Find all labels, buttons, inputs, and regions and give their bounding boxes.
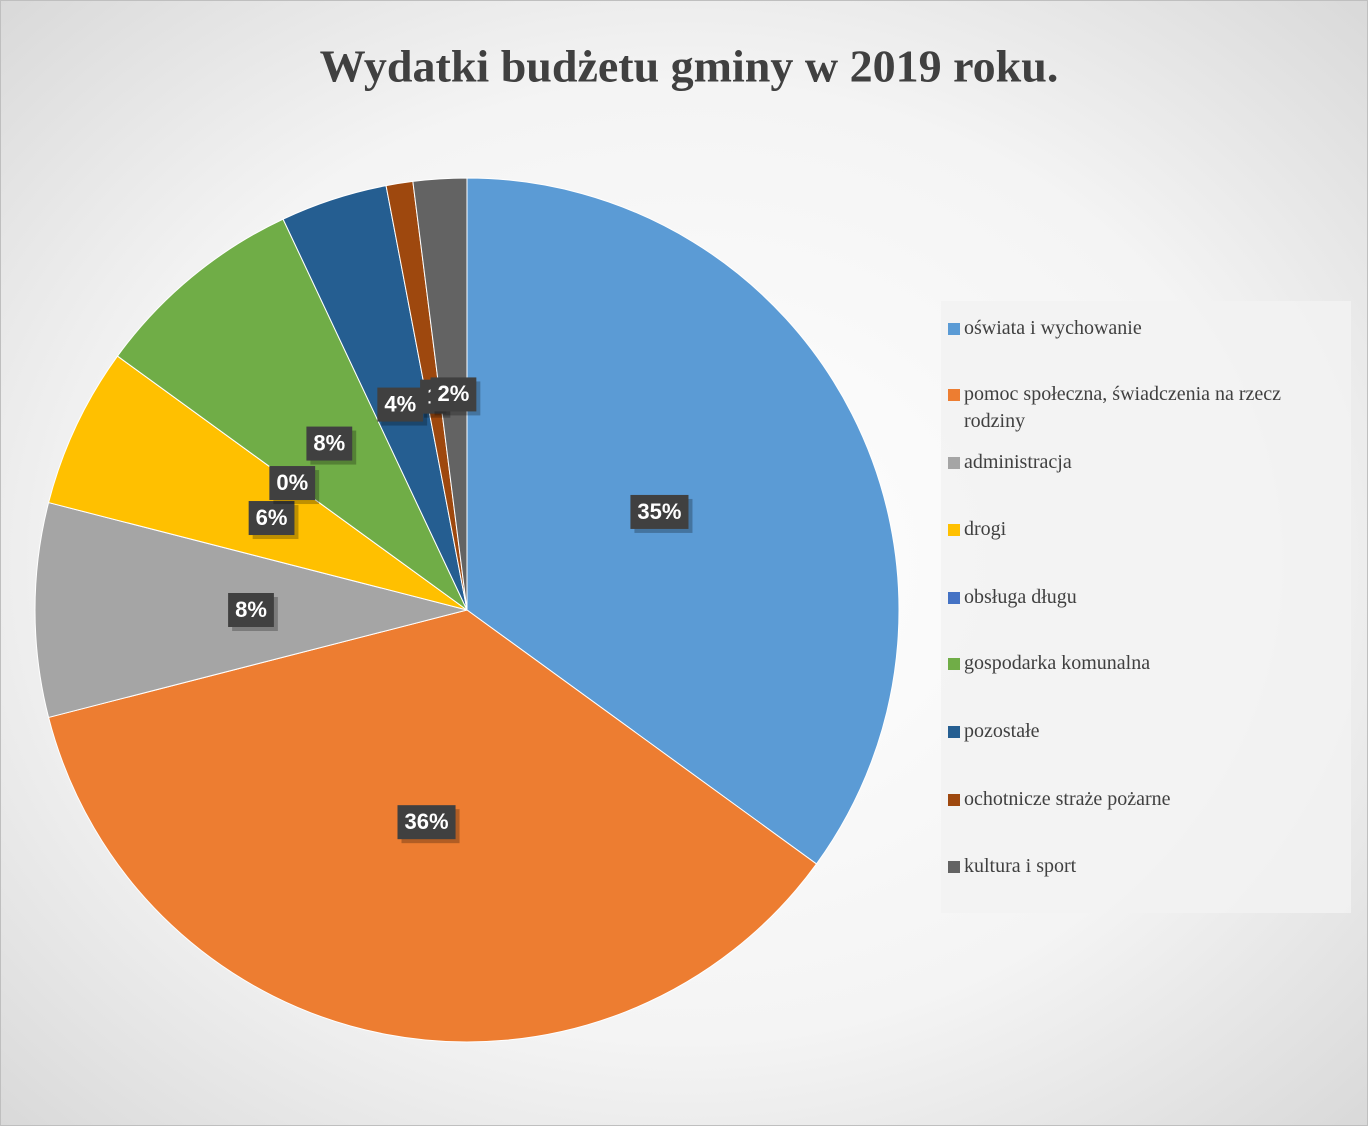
legend-item: administracja [948, 449, 1343, 476]
data-label-text: 4% [384, 391, 416, 416]
data-label-box [377, 387, 424, 422]
data-label-text: 36% [405, 809, 449, 834]
legend-swatch [948, 726, 960, 738]
legend-label: oświata i wychowanie [964, 317, 1142, 339]
legend-item: ochotnicze straże pożarne [948, 786, 1343, 813]
legend-swatch [948, 524, 960, 536]
legend-swatch [948, 861, 960, 873]
legend-swatch [948, 323, 960, 335]
data-label-box [248, 501, 295, 536]
legend-item: gospodarka komunalna [948, 650, 1343, 677]
data-label-text: 8% [235, 597, 267, 622]
data-label-box [397, 805, 456, 840]
legend-item: drogi [948, 516, 1343, 543]
data-label-box [306, 426, 353, 461]
legend: oświata i wychowanie pomoc społeczna, świ… [941, 301, 1351, 913]
legend-label: ochotnicze straże pożarne [964, 788, 1171, 810]
legend-swatch [948, 658, 960, 670]
pie-slice [47, 355, 468, 611]
data-label: 0% [269, 466, 320, 505]
legend-label: drogi [964, 518, 1007, 540]
data-label-text: 2% [438, 381, 470, 406]
data-label: 35% [630, 494, 693, 533]
pie-slice [116, 218, 468, 611]
data-label: 8% [306, 426, 357, 465]
legend-item: obsługa długu [948, 584, 1343, 611]
data-label: 8% [228, 593, 278, 631]
legend-item: oświata i wychowanie [948, 315, 1343, 342]
data-label-text: 35% [637, 499, 681, 524]
legend-item: kultura i sport [948, 853, 1343, 880]
data-label-box [630, 494, 689, 529]
legend-label: gospodarka komunalna [964, 652, 1151, 674]
legend-item: pozostałe [948, 718, 1343, 745]
legend-label: pomoc społeczna, świadczenia na rzecz ro… [964, 383, 1282, 432]
legend-swatch [948, 592, 960, 604]
data-label: 6% [248, 501, 299, 540]
data-label-text: 0% [276, 470, 308, 495]
legend-label: obsługa długu [964, 586, 1077, 608]
data-label-box [430, 377, 477, 412]
data-label-text: 8% [313, 430, 345, 455]
chart-title: Wydatki budżetu gminy w 2019 roku. [320, 41, 1059, 92]
data-label-box [269, 466, 316, 501]
data-label: 36% [397, 805, 460, 844]
legend-label: pozostałe [964, 720, 1040, 742]
data-label-text: 6% [256, 505, 288, 530]
legend-swatch [948, 389, 960, 401]
data-label: 2% [430, 377, 481, 416]
data-label: 4% [377, 387, 428, 426]
legend-label: administracja [964, 451, 1072, 473]
legend-item: pomoc społeczna, świadczenia na rzecz ro… [948, 381, 1343, 435]
legend-swatch [948, 457, 960, 469]
legend-swatch [948, 794, 960, 806]
data-label-box [228, 593, 274, 627]
legend-label: kultura i sport [964, 855, 1077, 877]
